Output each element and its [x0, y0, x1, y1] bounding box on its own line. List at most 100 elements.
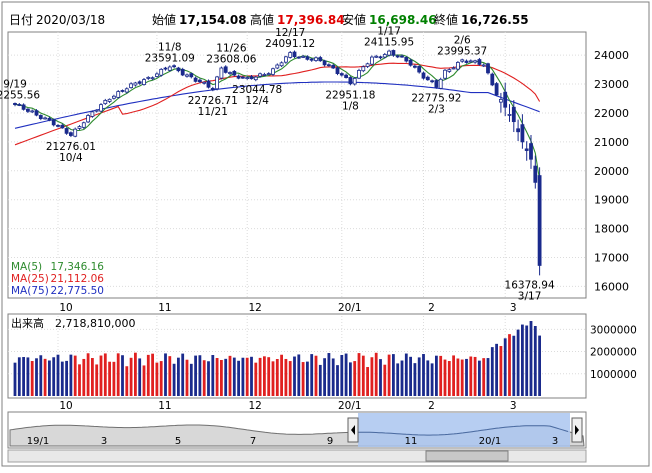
- candle: [357, 68, 361, 80]
- navigator-label: 3: [552, 436, 558, 447]
- volume-bar: [482, 358, 486, 396]
- volume-bar: [486, 358, 490, 396]
- close-label: 終値: [434, 12, 458, 27]
- candle-body: [520, 124, 525, 143]
- volume-bar: [370, 357, 374, 396]
- price-annotation: 22951.181/8: [325, 89, 375, 112]
- candle: [271, 67, 275, 76]
- volume-bar: [374, 352, 378, 396]
- candle: [537, 167, 542, 276]
- x-tick-label: 10: [59, 302, 72, 314]
- candle: [387, 49, 392, 57]
- candle: [503, 82, 508, 117]
- volume-bar: [460, 359, 464, 396]
- candle: [374, 54, 379, 59]
- volume-bar: [521, 324, 524, 396]
- volume-bar: [413, 363, 417, 396]
- price-tick-label: 17000: [594, 252, 629, 265]
- volume-bar: [151, 353, 154, 396]
- candle: [335, 66, 340, 76]
- volume-bar: [134, 352, 137, 396]
- candle: [339, 72, 344, 77]
- candle: [210, 86, 215, 92]
- volume-bar: [435, 355, 438, 396]
- candle: [129, 82, 134, 89]
- volume-bar: [56, 354, 60, 396]
- candle-body: [481, 64, 486, 67]
- volume-bar: [52, 357, 56, 396]
- volume-bar: [245, 357, 249, 396]
- volume-tick-label: 1000000: [590, 369, 637, 381]
- volume-bar: [383, 364, 387, 396]
- candle: [245, 76, 250, 80]
- candle-body: [25, 108, 30, 112]
- annotation-value: 16378.94: [505, 279, 555, 291]
- navigator-selection[interactable]: [358, 413, 570, 447]
- candle-body: [172, 65, 177, 68]
- volume-axis: 1000000 2000000 3000000: [590, 324, 637, 380]
- candle-body: [516, 128, 520, 133]
- x-tick-label: 2: [428, 302, 435, 314]
- volume-bar: [456, 358, 460, 396]
- annotation-date: 3/17: [518, 290, 542, 302]
- price-tick-label: 22000: [594, 107, 629, 120]
- volume-bar: [400, 360, 404, 396]
- volume-bar: [538, 335, 541, 396]
- candle: [473, 59, 478, 64]
- scrollbar-thumb[interactable]: [425, 450, 509, 462]
- candle: [124, 87, 129, 94]
- candle-body: [430, 80, 435, 83]
- volume-bar: [280, 354, 283, 396]
- candle: [202, 81, 207, 85]
- candle-body: [301, 56, 306, 58]
- candle: [477, 57, 482, 66]
- candle: [21, 103, 26, 111]
- candle-body: [81, 122, 86, 128]
- legend-bg: [10, 258, 106, 296]
- candle: [314, 56, 318, 62]
- volume-bar: [392, 354, 395, 396]
- volume-bar: [142, 365, 146, 396]
- candle-body: [279, 62, 284, 67]
- legend-label: MA(25): [11, 273, 49, 285]
- candle: [215, 75, 220, 91]
- navigator-selected-line: [358, 425, 569, 436]
- volume-bar: [91, 358, 94, 396]
- volume-bar: [490, 347, 494, 396]
- volume-bar: [310, 354, 314, 396]
- volume-bar: [125, 366, 129, 396]
- candle-body: [357, 70, 361, 79]
- candle: [296, 56, 301, 59]
- candle-body: [314, 57, 318, 61]
- candle-body: [374, 55, 379, 58]
- candle: [430, 79, 435, 84]
- navigator-left-handle[interactable]: [347, 417, 359, 443]
- legend-entry: MA(5) 17,346.16: [11, 261, 104, 273]
- volume-bar: [331, 358, 335, 396]
- candle-body: [249, 76, 254, 80]
- candle: [219, 66, 224, 80]
- low-label: 安値: [342, 12, 366, 27]
- annotation-date: 2/6: [454, 35, 471, 47]
- volume-bar: [439, 355, 443, 396]
- volume-bar: [495, 343, 498, 396]
- candle: [305, 55, 310, 61]
- candle-body: [369, 56, 374, 65]
- volume-bar: [533, 326, 537, 396]
- candle: [86, 113, 90, 124]
- candle: [460, 58, 465, 63]
- candle: [275, 63, 280, 70]
- x-tick-label: 11: [158, 400, 171, 412]
- volume-bar: [469, 356, 473, 396]
- price-tick-label: 24000: [594, 49, 629, 62]
- candle: [443, 68, 447, 80]
- candle-body: [60, 124, 65, 129]
- annotation-value: 24091.12: [265, 38, 315, 50]
- navigator-right-handle[interactable]: [571, 417, 583, 443]
- candle-body: [421, 72, 426, 79]
- candle: [159, 68, 164, 77]
- x-tick-label: 20/1: [338, 302, 362, 314]
